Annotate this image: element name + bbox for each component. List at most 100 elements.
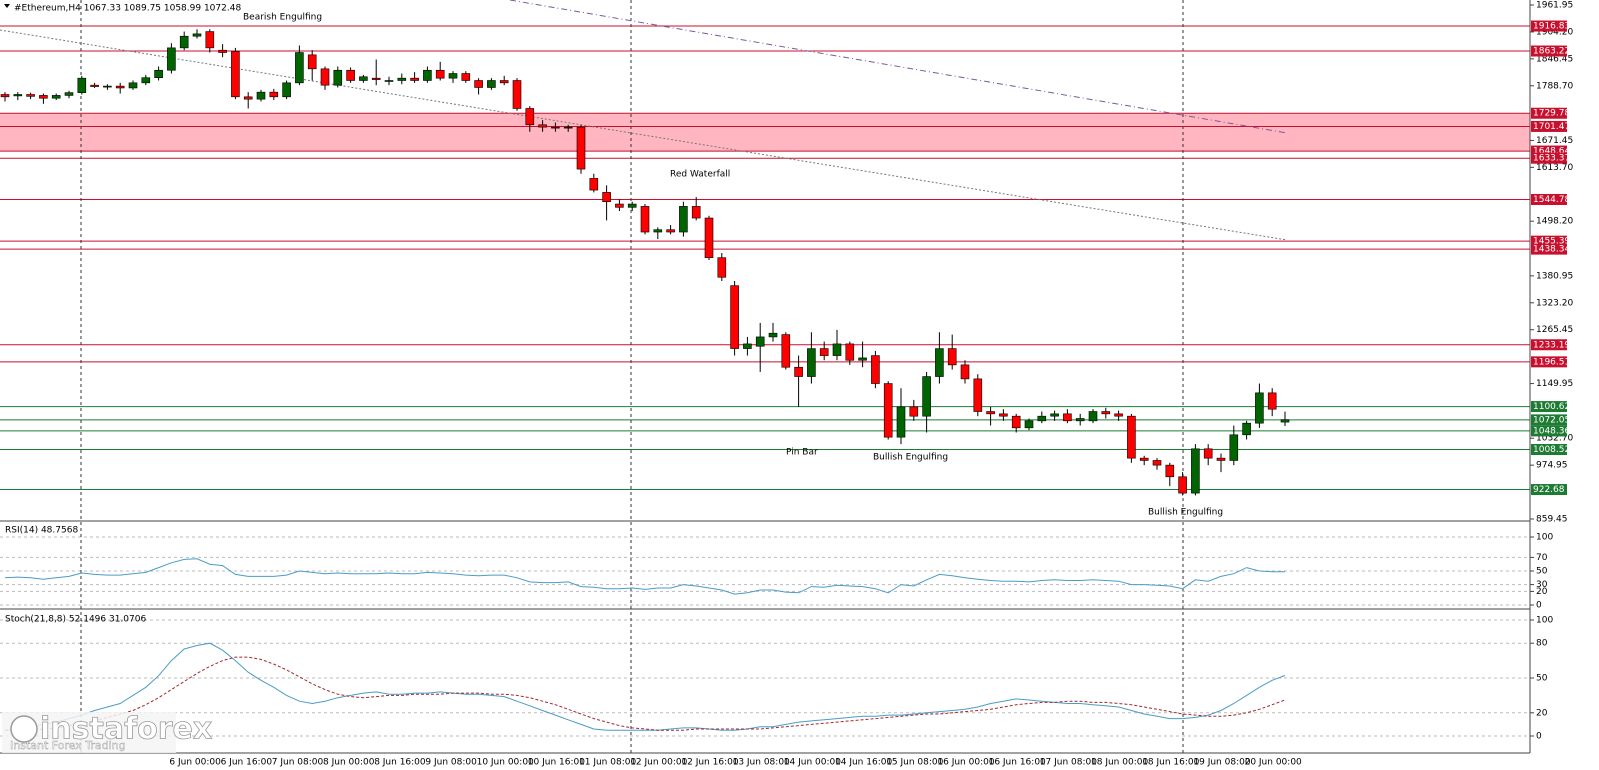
candle-body <box>410 77 419 81</box>
x-tick-label: 8 Jun 00:00 <box>323 758 375 768</box>
level-label-bg <box>1531 145 1567 157</box>
level-label-bg <box>1531 339 1567 351</box>
zone <box>0 113 1530 152</box>
candle-body <box>320 68 330 86</box>
candle-body <box>896 406 906 438</box>
candle-body <box>499 80 509 84</box>
candle-body <box>1229 434 1239 461</box>
candle-body <box>51 95 61 99</box>
candle-body <box>167 47 176 71</box>
x-tick-label: 16 Jun 16:00 <box>989 758 1046 768</box>
level-label: 1701.47 <box>1533 122 1570 132</box>
candle-body <box>192 33 202 37</box>
candle-body <box>832 343 842 356</box>
candle-body <box>128 82 138 89</box>
candle-body <box>704 217 714 258</box>
candle-body <box>615 203 624 208</box>
pattern-annotation: Bullish Engulfing <box>1148 508 1223 518</box>
y-tick-label: 70 <box>1536 553 1548 563</box>
y-tick-label: 1671.45 <box>1536 136 1573 146</box>
candle-body <box>717 257 727 278</box>
y-tick-label: 1613.70 <box>1536 163 1573 173</box>
level-label: 1648.64 <box>1533 147 1570 157</box>
level-label: 1863.22 <box>1533 47 1570 57</box>
level-label-bg <box>1531 484 1567 496</box>
level-label-bg <box>1531 107 1567 119</box>
level-label-bg <box>1531 152 1567 164</box>
candle-body <box>563 126 573 129</box>
y-tick-label: 1788.70 <box>1536 81 1573 91</box>
pattern-annotation: Bearish Engulfing <box>243 13 322 23</box>
y-tick-label: 1498.20 <box>1536 217 1573 227</box>
candle-body <box>1075 418 1085 422</box>
level-label: 1008.52 <box>1533 445 1570 455</box>
front-layer: #Ethereum,H4 1067.33 1089.75 1058.99 107… <box>0 1 1573 768</box>
level-label-bg <box>1531 120 1567 132</box>
candle-body <box>333 69 343 86</box>
level-label: 1729.78 <box>1533 109 1570 119</box>
y-tick-label: 1904.20 <box>1536 27 1573 37</box>
candle-body <box>743 343 752 349</box>
candle-body <box>1114 413 1123 417</box>
candle-body <box>435 69 445 79</box>
y-tick-label: 0 <box>1536 601 1542 611</box>
candle-body <box>768 332 778 338</box>
candle-body <box>1203 448 1213 459</box>
candle-body <box>295 52 304 84</box>
y-tick-label: 100 <box>1536 533 1553 543</box>
level-label-bg <box>1531 243 1567 255</box>
watermark-name: instaforex <box>40 712 212 747</box>
candle-body <box>781 334 791 368</box>
candle-body <box>807 348 816 377</box>
candle-body <box>1024 420 1034 429</box>
candle-body <box>1063 413 1072 422</box>
y-tick-label: 80 <box>1536 639 1548 649</box>
candle-body <box>384 80 394 82</box>
level-label-bg <box>1531 414 1567 426</box>
candle-body <box>205 31 215 49</box>
candle-body <box>1139 457 1149 461</box>
x-tick-label: 14 Jun 00:00 <box>784 758 841 768</box>
candle-body <box>115 85 125 89</box>
level-label: 922.68 <box>1533 485 1565 495</box>
level-label-bg <box>1531 444 1567 456</box>
candle-body <box>423 69 432 81</box>
candle-body <box>935 348 944 377</box>
x-tick-label: 19 Jun 08:00 <box>1193 758 1250 768</box>
candle-body <box>26 94 35 97</box>
candle-body <box>243 96 253 100</box>
y-tick-label: 1149.95 <box>1536 379 1573 389</box>
candle-body <box>1011 415 1021 429</box>
candle-body <box>730 285 739 349</box>
candle-body <box>1255 392 1264 424</box>
level-label: 1196.51 <box>1533 357 1570 367</box>
candle-body <box>691 206 701 219</box>
candle-body <box>1152 460 1162 466</box>
pattern-annotation: Bullish Engulfing <box>873 453 948 463</box>
x-tick-label: 12 Jun 16:00 <box>681 758 738 768</box>
x-tick-label: 6 Jun 00:00 <box>169 758 221 768</box>
candle-body <box>871 355 880 384</box>
level-label: 1100.62 <box>1533 402 1570 412</box>
menu-arrow <box>4 4 10 8</box>
candle-body <box>179 35 189 49</box>
y-tick-label: 1032.70 <box>1536 434 1573 444</box>
x-tick-label: 18 Jun 00:00 <box>1091 758 1148 768</box>
candle-body <box>1088 411 1098 422</box>
y-tick-label: 20 <box>1536 708 1548 718</box>
x-tick-label: 20 Jun 00:00 <box>1245 758 1302 768</box>
level-label: 1438.34 <box>1533 245 1570 255</box>
level-label-bg <box>1531 235 1567 247</box>
candle-body <box>1050 413 1059 417</box>
y-tick-label: 1323.20 <box>1536 298 1573 308</box>
candle-body <box>986 411 995 415</box>
candle-body <box>77 77 87 93</box>
candle-body <box>1191 448 1200 494</box>
candle-body <box>1242 422 1251 436</box>
indicator-line <box>4 642 1286 731</box>
candle-body <box>461 73 471 81</box>
y-tick-label: 30 <box>1536 580 1548 590</box>
candle-body <box>1037 415 1047 422</box>
level-label: 1233.19 <box>1533 340 1570 350</box>
